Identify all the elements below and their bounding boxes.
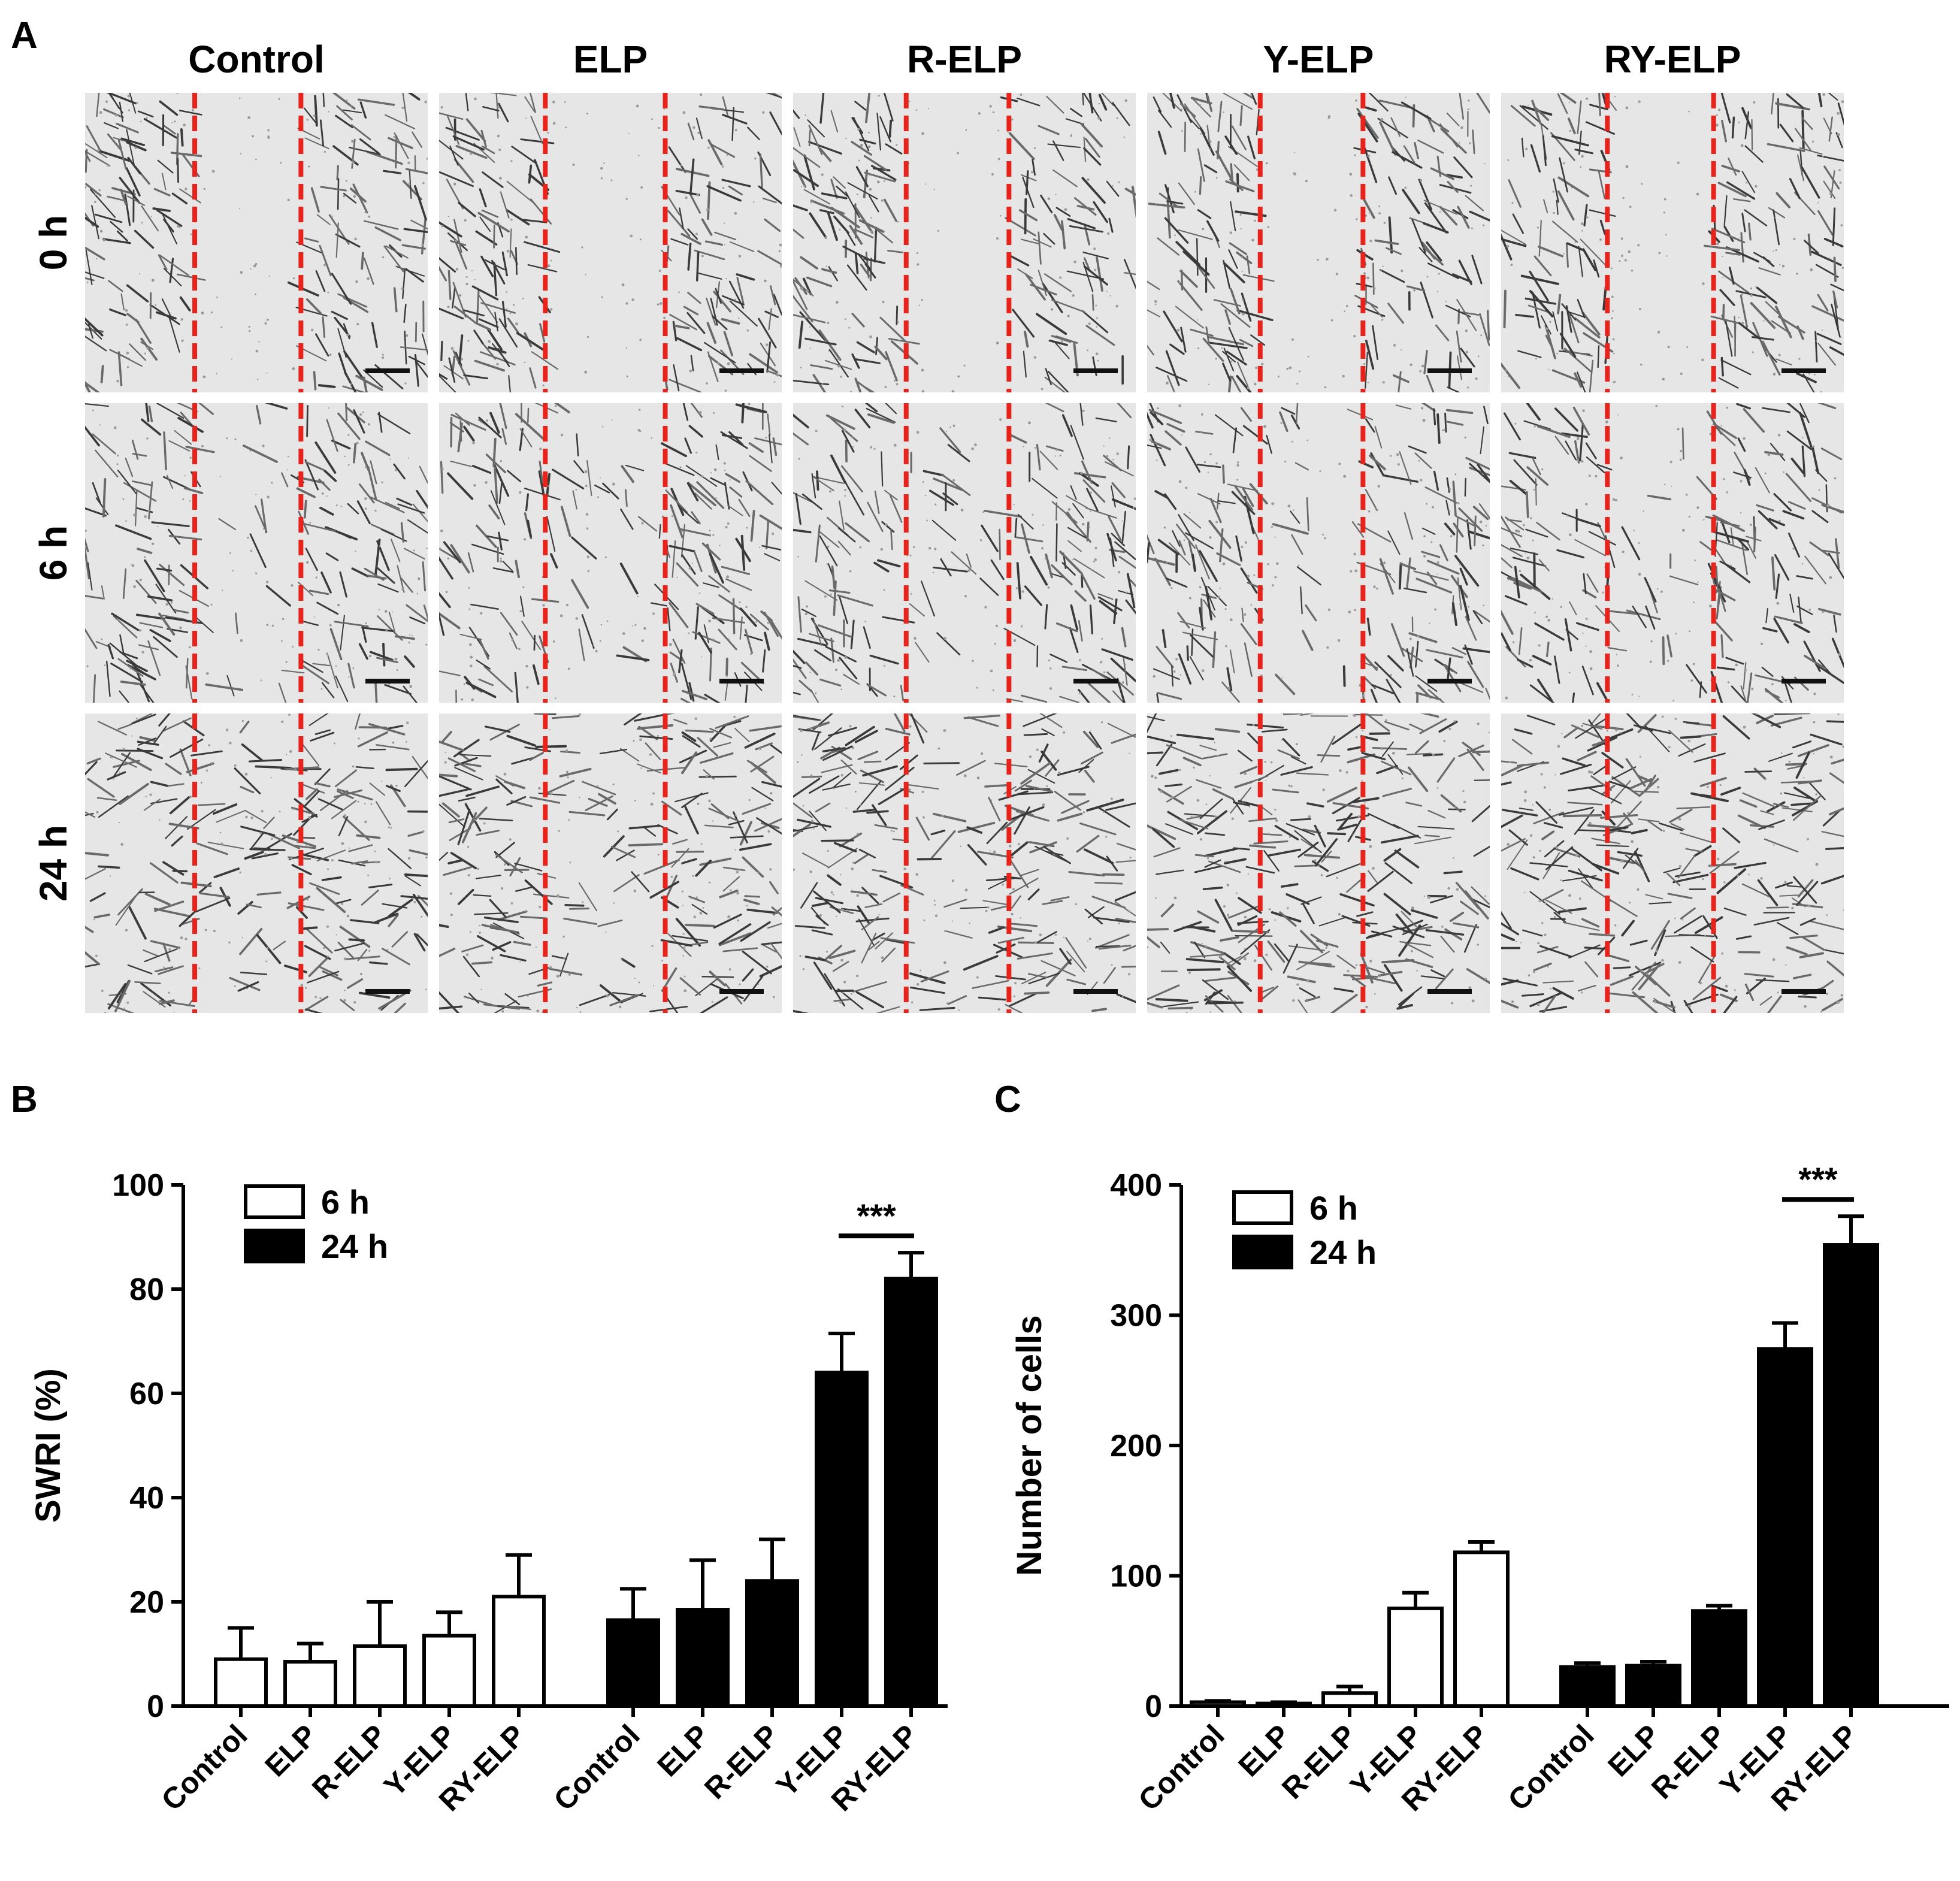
row-header-0h: 0 h bbox=[32, 214, 75, 271]
y-axis-label: SWRI (%) bbox=[29, 1368, 68, 1523]
micrograph-tile bbox=[439, 93, 782, 392]
micrograph-tile bbox=[1501, 403, 1844, 703]
micrograph-tile bbox=[1147, 403, 1490, 703]
row-header-24h: 24 h bbox=[32, 824, 75, 902]
y-tick-label: 100 bbox=[112, 1168, 164, 1203]
y-tick-label: 0 bbox=[1145, 1689, 1162, 1724]
y-tick-label: 100 bbox=[1110, 1559, 1162, 1594]
bar bbox=[1625, 1664, 1681, 1708]
micrograph-tile bbox=[439, 403, 782, 703]
y-tick-label: 300 bbox=[1110, 1299, 1162, 1333]
legend-label: 24 h bbox=[321, 1227, 388, 1265]
bar bbox=[1757, 1347, 1813, 1708]
y-tick-label: 80 bbox=[129, 1272, 164, 1307]
row-header-6h: 6 h bbox=[32, 525, 75, 581]
column-header-elp: ELP bbox=[573, 38, 648, 81]
y-tick-label: 60 bbox=[129, 1377, 164, 1411]
x-tick-label: R-ELP bbox=[306, 1718, 393, 1806]
legend-swatch bbox=[244, 1184, 305, 1219]
legend-label: 6 h bbox=[1309, 1189, 1358, 1227]
bar bbox=[353, 1644, 407, 1708]
panel-b-label: B bbox=[11, 1079, 38, 1120]
bar bbox=[1190, 1700, 1246, 1708]
bar bbox=[422, 1634, 476, 1708]
bar bbox=[815, 1371, 869, 1708]
bar bbox=[283, 1660, 337, 1708]
micrograph-tile bbox=[1501, 93, 1844, 392]
y-tick-label: 400 bbox=[1110, 1168, 1162, 1203]
micrograph-tile bbox=[793, 93, 1136, 392]
significance-label: *** bbox=[1798, 1160, 1838, 1198]
bar bbox=[1823, 1243, 1879, 1708]
x-tick-label: Control bbox=[1132, 1718, 1231, 1817]
y-axis-label: Number of cells bbox=[1010, 1315, 1049, 1575]
micrograph-tile bbox=[793, 403, 1136, 703]
significance-label: *** bbox=[857, 1197, 896, 1235]
legend-label: 6 h bbox=[321, 1183, 370, 1221]
x-tick-label: R-ELP bbox=[698, 1718, 785, 1806]
micrograph-tile bbox=[85, 403, 428, 703]
bar bbox=[214, 1657, 268, 1708]
x-tick-label: Control bbox=[155, 1718, 254, 1817]
legend-swatch bbox=[1232, 1235, 1293, 1269]
bar bbox=[1256, 1701, 1312, 1708]
y-tick-label: 200 bbox=[1110, 1429, 1162, 1463]
x-tick-label: Control bbox=[1502, 1718, 1601, 1817]
y-tick-label: 40 bbox=[129, 1481, 164, 1516]
x-tick-label: R-ELP bbox=[1275, 1718, 1363, 1806]
micrograph-tile bbox=[1501, 713, 1844, 1013]
bar bbox=[1691, 1609, 1747, 1708]
bar bbox=[1321, 1691, 1378, 1708]
micrograph-tile bbox=[1147, 93, 1490, 392]
column-header-r-elp: R-ELP bbox=[907, 38, 1022, 81]
legend-swatch bbox=[1232, 1190, 1293, 1225]
legend-swatch bbox=[244, 1229, 305, 1263]
column-header-ry-elp: RY-ELP bbox=[1604, 38, 1741, 81]
micrograph-tile bbox=[1147, 713, 1490, 1013]
panel-c-label: C bbox=[994, 1079, 1021, 1120]
micrograph-tile bbox=[439, 713, 782, 1013]
y-tick-label: 20 bbox=[129, 1585, 164, 1620]
bar bbox=[1387, 1606, 1444, 1708]
x-tick-label: Control bbox=[548, 1718, 646, 1817]
x-tick-label: R-ELP bbox=[1645, 1718, 1732, 1806]
column-header-control: Control bbox=[188, 38, 325, 81]
bar bbox=[1559, 1665, 1616, 1708]
y-tick-label: 0 bbox=[147, 1689, 164, 1724]
column-header-y-elp: Y-ELP bbox=[1263, 38, 1374, 81]
micrograph-tile bbox=[85, 713, 428, 1013]
bar bbox=[884, 1277, 938, 1708]
panel-a-label: A bbox=[11, 15, 38, 56]
legend-label: 24 h bbox=[1309, 1233, 1377, 1271]
bar bbox=[1453, 1550, 1510, 1708]
bar bbox=[745, 1579, 799, 1708]
bar bbox=[676, 1608, 730, 1708]
bar bbox=[492, 1595, 546, 1708]
micrograph-tile bbox=[85, 93, 428, 392]
bar bbox=[606, 1618, 660, 1708]
micrograph-tile bbox=[793, 713, 1136, 1013]
